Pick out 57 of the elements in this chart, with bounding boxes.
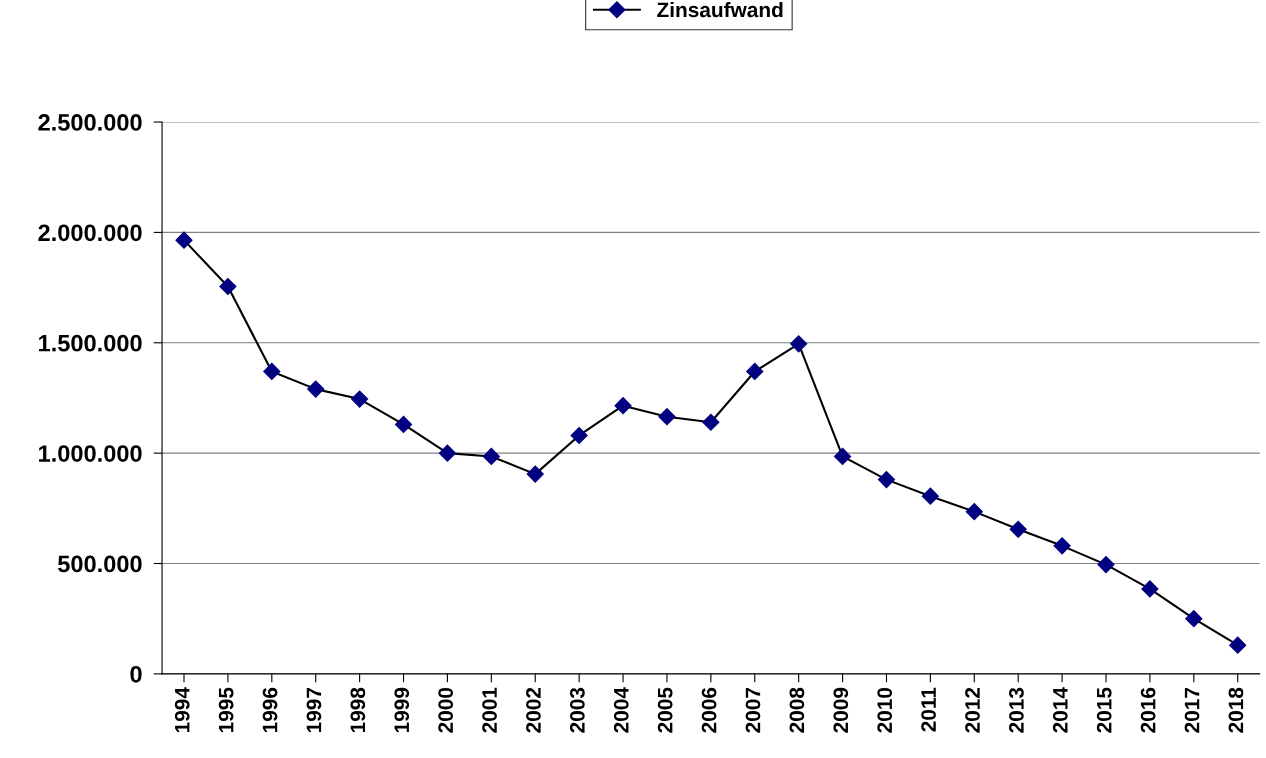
x-tick-label: 2008 [789,687,805,733]
x-tick-label: 2013 [1009,687,1024,733]
x-tick-label: 2004 [613,687,629,733]
point [658,408,676,426]
legend-label: Zinsaufwand [657,1,783,18]
x-tick-label: 2018 [1228,687,1244,733]
y-tick-label: 500.000 [57,555,142,573]
y-tick-label: 0 [130,665,142,683]
point [965,503,983,521]
point [526,465,544,483]
point [351,390,369,408]
point [1141,580,1159,598]
point [921,487,939,505]
point [175,231,193,249]
y-tick-label: 2.500.000 [38,114,142,131]
y-tick-label: 1.000.000 [39,445,142,462]
x-tick-label: 2012 [965,687,980,733]
point [1097,556,1115,574]
x-tick-label: 2006 [701,687,717,733]
x-tick-label: 1999 [394,687,410,733]
x-tick-label: 2007 [745,687,761,733]
x-tick-label: 2014 [1052,687,1068,733]
x-tick-label: 2005 [657,687,673,733]
x-tick-label: 2002 [526,687,541,733]
x-tick-label: 2000 [438,687,454,733]
x-tick-label: 1996 [262,687,278,733]
point [1229,636,1247,654]
x-tick-label: 2011 [921,687,936,732]
point [877,471,896,489]
point [307,380,325,398]
x-tick-label: 2003 [569,687,585,733]
point [263,362,281,381]
point [834,447,852,465]
point [1009,520,1027,538]
point [1053,537,1071,555]
x-tick-label: 1995 [218,687,234,733]
x-tick-label: 2010 [877,687,893,733]
x-tick-label: 1998 [350,687,366,733]
point [702,413,720,431]
point [394,415,413,433]
x-tick-label: 2001 [482,687,497,733]
point [1185,610,1203,628]
x-tick-label: 2016 [1140,687,1156,733]
x-tick-label: 2009 [833,687,849,733]
point [790,335,808,353]
x-tick-label: 1997 [306,687,322,733]
point [438,444,456,462]
x-tick-label: 2015 [1096,687,1112,733]
y-tick-label: 1.500.000 [39,334,142,352]
point [219,277,237,296]
point [482,447,500,465]
x-tick-label: 2017 [1184,687,1200,733]
point [614,397,632,415]
point [746,362,764,381]
x-tick-label: 1994 [174,687,190,733]
y-tick-label: 2.000.000 [38,224,142,242]
point [570,426,588,445]
